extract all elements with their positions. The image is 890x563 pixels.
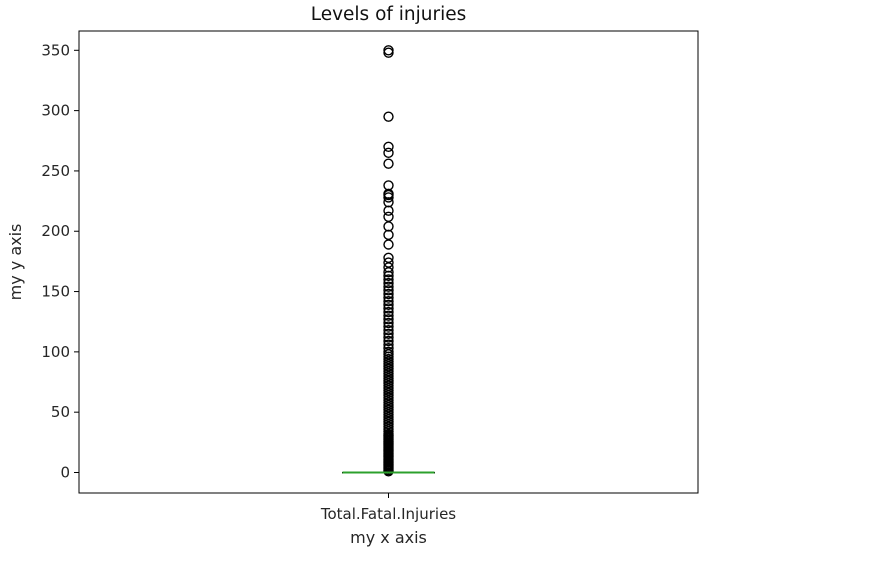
outlier-point bbox=[383, 147, 394, 159]
outlier-point bbox=[383, 321, 394, 332]
outlier-point bbox=[383, 205, 394, 216]
outlier-point bbox=[383, 310, 394, 321]
x-axis-title: my x axis bbox=[350, 528, 427, 547]
outlier-point bbox=[383, 158, 394, 169]
outlier-point bbox=[383, 288, 394, 300]
outlier-point bbox=[383, 257, 394, 268]
y-axis-title: my y axis bbox=[6, 224, 25, 301]
y-tick-label: 100 bbox=[41, 343, 70, 361]
y-tick-label: 200 bbox=[41, 222, 70, 240]
outlier-point bbox=[383, 211, 394, 222]
outlier-point bbox=[383, 229, 394, 241]
y-tick-label: 50 bbox=[51, 403, 70, 421]
outlier-point bbox=[383, 45, 394, 56]
outlier-point bbox=[383, 299, 394, 311]
x-tick-label: Total.Fatal.Injuries bbox=[320, 505, 456, 523]
outlier-point bbox=[383, 339, 394, 350]
plot-area-frame bbox=[78, 30, 699, 494]
y-tick-label: 350 bbox=[41, 41, 70, 59]
outlier-point bbox=[383, 335, 394, 347]
outlier-point bbox=[383, 324, 394, 336]
outlier-point bbox=[383, 141, 394, 153]
y-tick-label: 150 bbox=[41, 283, 70, 301]
outlier-point bbox=[383, 281, 394, 292]
outlier-point bbox=[383, 252, 394, 263]
y-tick-label: 250 bbox=[41, 162, 70, 180]
outlier-point bbox=[383, 277, 394, 289]
outlier-point bbox=[383, 274, 394, 285]
outlier-point bbox=[383, 180, 394, 191]
chart-title: Levels of injuries bbox=[311, 4, 467, 25]
outlier-point bbox=[383, 317, 394, 329]
outlier-point bbox=[383, 332, 394, 343]
y-tick-label: 300 bbox=[41, 102, 70, 120]
outlier-point bbox=[383, 239, 394, 250]
outlier-point bbox=[383, 328, 394, 339]
outlier-point bbox=[383, 303, 394, 314]
outlier-point bbox=[383, 296, 394, 307]
y-tick-label: 0 bbox=[60, 463, 70, 481]
outlier-point bbox=[383, 346, 394, 358]
outlier-point bbox=[383, 111, 394, 122]
outlier-point bbox=[383, 292, 394, 303]
outlier-point bbox=[383, 343, 394, 354]
outlier-point bbox=[383, 314, 394, 325]
outlier-point bbox=[383, 285, 394, 296]
outlier-point bbox=[383, 221, 394, 232]
outlier-point bbox=[383, 306, 394, 318]
